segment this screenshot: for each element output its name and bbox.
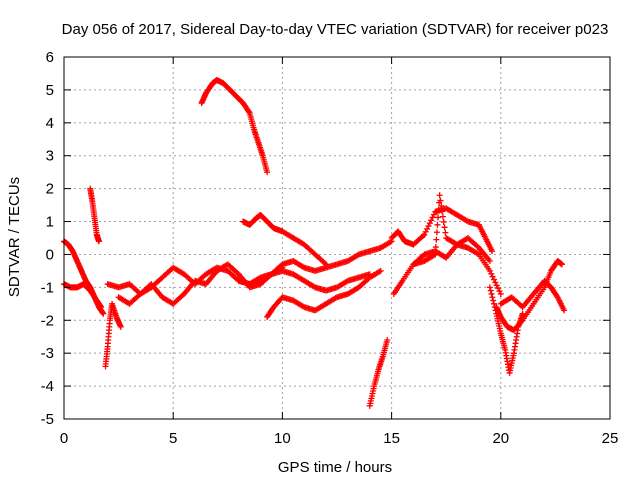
data-point (323, 261, 330, 268)
data-point (439, 213, 446, 220)
series-prn-j (235, 267, 373, 294)
data-point (377, 267, 384, 274)
data-point (435, 207, 442, 214)
data-point (428, 217, 435, 224)
data-point (487, 287, 494, 294)
series-prn-n (410, 192, 493, 268)
data-point (432, 251, 439, 258)
series-prn-i (264, 267, 384, 320)
data-point (489, 273, 496, 280)
series-prn-m (390, 241, 504, 297)
series-prn-b (61, 281, 105, 311)
data-point (442, 229, 449, 236)
series-prn-c (87, 185, 102, 245)
data-point (264, 169, 271, 176)
plot-frame (63, 56, 611, 420)
data-point (432, 244, 439, 251)
data-point (441, 224, 448, 231)
grid (64, 57, 610, 419)
data-point (117, 323, 124, 330)
data-point (490, 297, 497, 304)
data-point (433, 236, 440, 243)
data-point (558, 261, 565, 268)
data-point (425, 223, 432, 230)
series-prn-g (198, 77, 271, 176)
data-point (435, 214, 442, 221)
x-tick-label: 20 (492, 430, 509, 447)
series-prn-p (493, 258, 565, 334)
y-tick-label: 4 (46, 115, 54, 132)
y-tick-label: -2 (41, 312, 54, 329)
data-point (488, 290, 495, 297)
data-point (426, 220, 433, 227)
series-prn-d (102, 300, 124, 370)
y-axis-label: SDTVAR / TECUs (6, 177, 23, 297)
y-tick-label: 2 (46, 181, 54, 198)
x-tick-label: 5 (169, 430, 177, 447)
data-point (439, 208, 446, 215)
x-tick-label: 0 (60, 430, 68, 447)
data-point (100, 310, 107, 317)
data-point (436, 192, 443, 199)
data-point (424, 225, 431, 232)
data-point (490, 276, 497, 283)
data-point (384, 337, 391, 344)
y-tick-label: 6 (46, 49, 54, 66)
x-tick-label: 15 (383, 430, 400, 447)
data-point (495, 285, 502, 292)
data-point (486, 284, 493, 291)
y-tick-label: -4 (41, 378, 54, 395)
data-points (61, 77, 568, 409)
x-tick-label: 25 (602, 430, 619, 447)
axes (63, 56, 611, 420)
data-point (561, 307, 568, 314)
tick-labels: 0 5 10 15 20 25 -5 -4 -3 -2 -1 0 1 2 3 4 5 6 (41, 49, 619, 447)
y-tick-label: 1 (46, 214, 54, 231)
data-point (497, 290, 504, 297)
x-axis-label: GPS time / hours (278, 459, 392, 476)
data-point (429, 214, 436, 221)
series-prn-h (240, 211, 330, 268)
y-tick-label: -5 (41, 411, 54, 428)
data-point (492, 279, 499, 286)
data-point (440, 218, 447, 225)
data-point (496, 288, 503, 295)
data-point (489, 294, 496, 301)
data-point (489, 248, 496, 255)
chart-title: Day 056 of 2017, Sidereal Day-to-day VTE… (62, 21, 609, 38)
data-point (366, 271, 373, 278)
y-tick-label: 5 (46, 82, 54, 99)
y-tick-label: 3 (46, 148, 54, 165)
data-point (490, 300, 497, 307)
x-tick-label: 10 (274, 430, 291, 447)
data-point (433, 229, 440, 236)
y-tick-label: -1 (41, 279, 54, 296)
data-point (95, 238, 102, 245)
data-point (438, 202, 445, 209)
data-point (437, 197, 444, 204)
data-point (245, 108, 252, 115)
data-point (434, 221, 441, 228)
data-point (518, 318, 525, 325)
data-point (98, 304, 105, 311)
series-prn-f (115, 238, 395, 307)
series-prn-k (366, 337, 391, 409)
series-prn-q (497, 277, 568, 314)
y-tick-label: -3 (41, 345, 54, 362)
data-point (486, 258, 493, 265)
y-tick-label: 0 (46, 246, 54, 263)
